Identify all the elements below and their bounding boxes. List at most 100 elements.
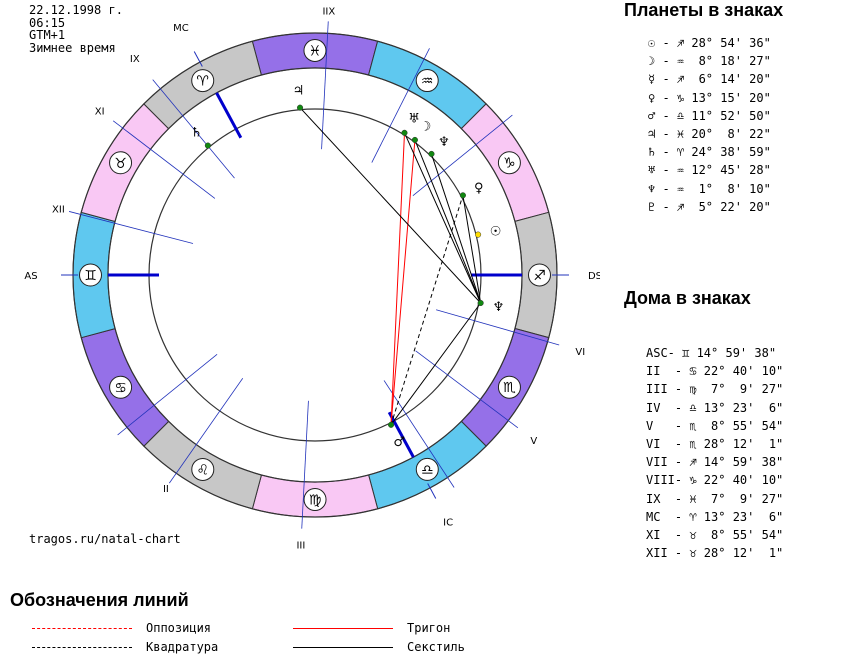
planet-glyph: ♀ — [474, 181, 484, 196]
legend-square: Квадратура — [32, 640, 218, 654]
planet-row: ♃ - ♓ 20° 8' 22" — [648, 127, 771, 142]
house-cusp-line — [436, 309, 560, 346]
solid-black-line-icon — [293, 646, 393, 648]
planet-glyph: ♃ — [293, 84, 305, 99]
angle-label: IC — [443, 517, 453, 528]
houses-table: ASC- ♊ 14° 59' 38" II - ♋ 22° 40' 10" III … — [646, 344, 783, 562]
zodiac-sign-glyph: ♉ — [114, 156, 127, 172]
legend-sextile-label: Секстиль — [407, 640, 465, 654]
zodiac-sign-glyph: ♋ — [114, 380, 127, 396]
house-row: XII - ♉ 28° 12' 1" — [646, 546, 784, 561]
aspect-line-sextile — [414, 139, 482, 304]
planet-row: ♄ - ♈ 24° 38' 59" — [648, 145, 771, 160]
zodiac-glyph-circle — [497, 375, 521, 399]
birth-date: 22.12.1998 г. — [29, 3, 123, 17]
zodiac-sign-glyph: ♏ — [503, 380, 516, 396]
legend-trine: Тригон — [293, 621, 450, 635]
house-number-label: XII — [52, 205, 65, 216]
planet-dot — [204, 142, 211, 149]
house-row: ASC- ♊ 14° 59' 38" — [646, 346, 777, 360]
house-cusp-line — [152, 79, 235, 179]
angle-label: DS — [588, 271, 600, 282]
inner-circle — [148, 108, 482, 442]
zodiac-glyph-circle — [303, 39, 327, 63]
aspect-line-trine — [390, 139, 416, 425]
zodiac-glyph-circle — [191, 69, 215, 93]
angle-label: AS — [24, 271, 37, 282]
zodiac-sign-glyph: ♈ — [196, 74, 209, 90]
axis-line-outer — [427, 483, 437, 499]
planets-table: ☉ - ♐ 28° 54' 36" ☽ - ♒ 8° 18' 27" ☿ - ♐ 6… — [648, 34, 771, 216]
planet-row: ♀ - ♑ 13° 15' 20" — [648, 90, 771, 105]
zodiac-glyph-circle — [528, 263, 551, 287]
axis-line-outer — [193, 51, 203, 67]
house-row: IX - ♓ 7° 9' 27" — [646, 491, 784, 506]
legend-square-label: Квадратура — [146, 640, 219, 654]
natal-chart-wheel: ♓ ♒ ♑ ♐ ♏ ♎ ♍ ♌ ♋ ♊ ♉ ♈ ♃ ♅☽ ♆ ♀ ☉ ♆ ♂ ♄ AS DS MC IC IX IIX VI V I… — [24, 6, 600, 552]
birth-time: 06:15 — [29, 15, 66, 30]
aspect-line-sextile — [430, 153, 482, 304]
zodiac-sign-glyph: ♌ — [197, 462, 210, 478]
angle-label: MC — [173, 23, 189, 34]
planet-dot — [475, 231, 482, 238]
house-row: XI - ♉ 8° 55' 54" — [646, 528, 784, 543]
aspect-line-sextile — [462, 195, 482, 304]
planet-dot — [477, 299, 484, 307]
zodiac-sign-glyph: ♎ — [421, 462, 434, 478]
house-row: II - ♋ 22° 40' 10" — [646, 364, 784, 379]
house-row: V - ♏ 8° 55' 54" — [646, 418, 784, 433]
planet-row: ♅ - ♒ 12° 45' 28" — [648, 163, 771, 178]
house-number-label: IX — [130, 54, 140, 65]
house-cusp-line — [169, 377, 244, 484]
zodiac-sign-glyph: ♐ — [533, 268, 546, 284]
planet-dot — [401, 129, 408, 136]
planet-row: ☿ - ♐ 6° 14' 20" — [648, 72, 771, 87]
planet-dot — [296, 104, 304, 111]
aspect-line-sextile — [299, 107, 482, 304]
zodiac-glyph-circle — [109, 375, 133, 399]
house-row: VIII- ♑ 22° 40' 10" — [646, 473, 784, 488]
zodiac-glyph-circle — [191, 457, 215, 481]
zodiac-glyph-circle — [497, 151, 521, 175]
planet-glyph: ♆ — [438, 135, 450, 150]
source-link-text: tragos.ru/natal-chart — [29, 532, 181, 546]
planet-dot — [428, 150, 435, 157]
house-number-label: IIX — [322, 6, 335, 17]
house-row: III - ♍ 7° 9' 27" — [646, 382, 784, 397]
zodiac-glyph-circle — [303, 488, 327, 511]
house-cusp-line — [68, 211, 194, 244]
aspect-line-square — [390, 195, 464, 425]
zodiac-glyph-circle — [109, 151, 133, 175]
house-number-label: XI — [95, 106, 105, 117]
timezone: GTM+1 — [29, 28, 66, 42]
planet-glyph: ♂ — [393, 435, 405, 450]
aspect-line-sextile — [390, 302, 482, 426]
planet-row: ♇ - ♐ 5° 22' 20" — [648, 199, 771, 214]
house-row: MC - ♈ 13° 23' 6" — [646, 509, 784, 524]
zodiac-glyph-circle — [79, 263, 102, 287]
house-number-label: V — [530, 436, 537, 447]
house-cusp-line — [412, 114, 513, 196]
houses-panel-title: Дома в знаках — [624, 288, 751, 308]
zodiac-sign-glyph: ♊ — [84, 268, 97, 284]
house-cusp-line — [415, 350, 519, 429]
zodiac-sign-glyph: ♒ — [421, 74, 434, 90]
legend-opposition: Оппозиция — [32, 621, 211, 635]
house-row: IV - ♎ 13° 23' 6" — [646, 400, 784, 415]
aspect-line-sextile — [404, 132, 482, 304]
zodiac-sign-glyph: ♑ — [503, 156, 516, 172]
house-number-label: III — [296, 541, 305, 552]
house-row: VI - ♏ 28° 12' 1" — [646, 437, 784, 452]
planet-row: ☽ - ♒ 8° 18' 27" — [648, 54, 771, 69]
zodiac-glyph-circle — [415, 457, 439, 481]
house-cusp-line — [112, 120, 216, 199]
chart-info: 22.12.1998 г. 06:15 GTM+1 Зимнее время — [29, 4, 123, 54]
planet-glyph: ♅ — [408, 112, 420, 127]
planet-dot — [411, 136, 418, 143]
axis-line-thick — [215, 92, 243, 139]
planets-panel-title: Планеты в знаках — [624, 0, 784, 20]
planet-glyph: ☉ — [490, 224, 502, 239]
house-cusp-line — [117, 354, 218, 436]
zodiac-sign-glyph: ♓ — [309, 44, 322, 60]
planet-glyph: ♆ — [493, 300, 505, 315]
